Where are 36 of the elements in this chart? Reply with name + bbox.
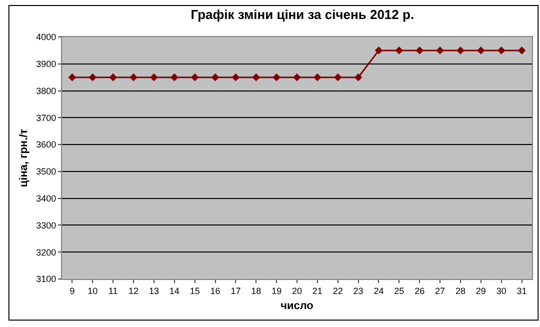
y-tick-label: 3800: [36, 86, 56, 96]
x-tick-label: 24: [374, 286, 384, 296]
y-axis-title: ціна, грн./т: [18, 128, 30, 188]
x-axis-title: число: [280, 300, 314, 312]
y-tick-label: 4000: [36, 32, 56, 42]
x-tick-label: 29: [476, 286, 486, 296]
x-tick-label: 16: [210, 286, 220, 296]
x-tick-label: 13: [148, 286, 159, 296]
x-tick-label: 10: [88, 286, 98, 296]
x-tick-label: 27: [435, 286, 446, 296]
x-tick-label: 20: [292, 286, 302, 296]
x-tick-label: 31: [516, 286, 527, 296]
y-tick-label: 3500: [36, 166, 56, 177]
y-tick-label: 3100: [36, 274, 56, 284]
x-tick-label: 12: [128, 286, 139, 296]
chart-title: Графік зміни ціни за січень 2012 р.: [190, 6, 414, 22]
x-tick-label: 23: [353, 286, 364, 296]
x-tick-label: 18: [251, 286, 262, 296]
x-tick-label: 21: [312, 286, 322, 296]
x-tick-label: 9: [70, 286, 75, 296]
y-tick-label: 3700: [36, 112, 56, 123]
y-tick-label: 3900: [36, 59, 56, 70]
x-tick-label: 17: [230, 286, 241, 296]
x-tick-label: 25: [394, 286, 404, 296]
y-tick-label: 3300: [36, 220, 56, 230]
x-tick-label: 19: [272, 286, 282, 296]
x-tick-label: 22: [332, 286, 343, 296]
y-tick-label: 3400: [36, 193, 56, 204]
x-tick-label: 11: [108, 286, 118, 296]
y-tick-label: 3600: [36, 140, 56, 150]
x-tick-label: 15: [190, 286, 200, 296]
y-tick-label: 3200: [36, 247, 56, 258]
x-tick-label: 30: [496, 286, 506, 296]
x-tick-label: 14: [169, 286, 180, 296]
x-tick-label: 28: [455, 286, 466, 296]
x-tick-label: 26: [414, 286, 425, 296]
